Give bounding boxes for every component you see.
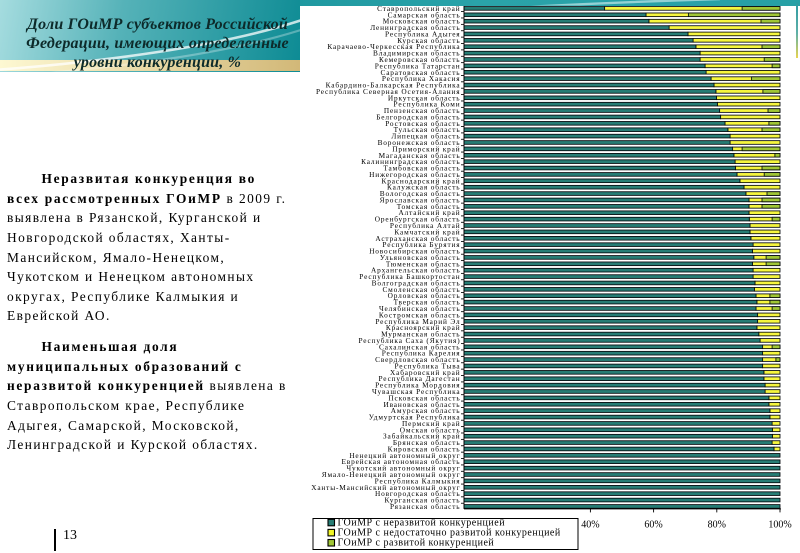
svg-text:Республика Адыгея: Республика Адыгея <box>385 29 460 38</box>
svg-text:Приморский край: Приморский край <box>392 144 460 153</box>
svg-text:Республика Марий Эл: Республика Марий Эл <box>375 317 460 326</box>
svg-text:Воронежская область: Воронежская область <box>378 138 461 147</box>
svg-text:Ярославская область: Ярославская область <box>380 195 461 204</box>
svg-text:Тамбовская область: Тамбовская область <box>383 164 460 173</box>
svg-text:Тюменская область: Тюменская область <box>386 259 461 268</box>
svg-text:Магаданская область: Магаданская область <box>379 151 461 160</box>
svg-text:Кировская область: Кировская область <box>388 444 461 453</box>
svg-text:Республика Коми: Республика Коми <box>394 100 461 109</box>
svg-text:80%: 80% <box>708 520 726 531</box>
svg-text:Оренбургская область: Оренбургская область <box>375 215 461 224</box>
svg-text:60%: 60% <box>644 520 662 531</box>
svg-text:Амурская область: Амурская область <box>391 406 461 415</box>
svg-text:Свердловская область: Свердловская область <box>375 355 460 364</box>
svg-text:Курганская область: Курганская область <box>385 496 461 505</box>
svg-text:Иркутская область: Иркутская область <box>388 93 461 102</box>
svg-text:Республика Башкортостан: Республика Башкортостан <box>359 272 460 281</box>
svg-text:Республика Калмыкия: Республика Калмыкия <box>375 476 461 485</box>
svg-text:ГОиМР с неразвитой конкуренцие: ГОиМР с неразвитой конкуренцией <box>338 518 506 529</box>
svg-text:Новосибирская область: Новосибирская область <box>369 247 460 256</box>
svg-text:Забайкальский край: Забайкальский край <box>383 432 461 441</box>
svg-text:Удмуртская Республика: Удмуртская Республика <box>369 413 461 422</box>
svg-text:Чувашская Республика: Чувашская Республика <box>372 387 461 396</box>
svg-text:Чукотский автономный округ: Чукотский автономный округ <box>346 464 460 473</box>
svg-text:Краснодарский край: Краснодарский край <box>382 176 461 185</box>
svg-text:Челябинская область: Челябинская область <box>379 304 461 313</box>
svg-text:Еврейская автономная область: Еврейская автономная область <box>341 457 460 466</box>
svg-text:Республика Тыва: Республика Тыва <box>395 361 461 370</box>
svg-text:Томская область: Томская область <box>397 202 461 211</box>
svg-text:Брянская область: Брянская область <box>393 438 461 447</box>
svg-text:Камчатский край: Камчатский край <box>394 227 460 236</box>
svg-text:Кабардино-Балкарская Республик: Кабардино-Балкарская Республика <box>326 81 461 90</box>
svg-text:Хабаровский край: Хабаровский край <box>390 368 461 377</box>
svg-text:Республика Карелия: Республика Карелия <box>382 349 461 358</box>
svg-text:Ростовская область: Ростовская область <box>385 119 460 128</box>
svg-text:Республика Дагестан: Республика Дагестан <box>379 374 461 383</box>
svg-text:Республика Хакасия: Республика Хакасия <box>382 74 461 83</box>
svg-text:Ханты-Мансийский автономный ок: Ханты-Мансийский автономный округ <box>311 483 460 492</box>
svg-text:Пермский край: Пермский край <box>402 419 460 428</box>
svg-text:Республика Бурятия: Республика Бурятия <box>382 240 460 249</box>
svg-text:Псковская область: Псковская область <box>388 393 460 402</box>
svg-text:Новгородская область: Новгородская область <box>375 489 461 498</box>
svg-text:Республика Саха (Якутия): Республика Саха (Якутия) <box>358 336 460 345</box>
svg-text:Астраханская область: Астраханская область <box>375 234 460 243</box>
svg-text:Вологодская область: Вологодская область <box>380 189 461 198</box>
svg-text:Тульская область: Тульская область <box>394 125 461 134</box>
svg-text:Мурманская область: Мурманская область <box>381 330 460 339</box>
svg-text:Владимирская область: Владимирская область <box>373 49 460 58</box>
svg-text:Республика Мордовия: Республика Мордовия <box>375 381 460 390</box>
svg-text:Красноярский край: Красноярский край <box>386 323 461 332</box>
svg-text:Смоленская область: Смоленская область <box>382 285 460 294</box>
svg-text:ГОиМР с развитой конкуренцией: ГОиМР с развитой конкуренцией <box>338 538 495 549</box>
svg-text:Ульяновская область: Ульяновская область <box>380 253 461 262</box>
svg-text:Кемеровская область: Кемеровская область <box>379 55 460 64</box>
svg-text:Орловская область: Орловская область <box>388 291 461 300</box>
svg-text:Алтайский край: Алтайский край <box>399 208 461 217</box>
svg-text:Самарская область: Самарская область <box>388 10 461 19</box>
svg-text:40%: 40% <box>581 520 599 531</box>
svg-text:Липецкая область: Липецкая область <box>391 132 460 141</box>
svg-text:Саратовская область: Саратовская область <box>380 68 460 77</box>
svg-text:Карачаево-Черкесская Республик: Карачаево-Черкесская Республика <box>327 42 460 51</box>
svg-text:Сахалинская область: Сахалинская область <box>379 342 460 351</box>
svg-text:100%: 100% <box>768 520 791 531</box>
svg-text:Республика Алтай: Республика Алтай <box>390 221 461 230</box>
svg-text:Ленинградская область: Ленинградская область <box>370 23 460 32</box>
svg-text:Пензенская область: Пензенская область <box>384 106 461 115</box>
svg-text:Ставропольский край: Ставропольский край <box>377 4 460 13</box>
svg-text:Нижегородская область: Нижегородская область <box>369 170 460 179</box>
svg-text:Калужская область: Калужская область <box>387 183 461 192</box>
svg-text:Московская область: Московская область <box>383 17 461 26</box>
svg-text:Тверская область: Тверская область <box>394 298 461 307</box>
svg-text:Ямало-Ненецкий автономный окру: Ямало-Ненецкий автономный округ <box>322 470 461 479</box>
svg-text:Рязанская область: Рязанская область <box>390 502 461 511</box>
svg-text:Ивановская область: Ивановская область <box>383 400 460 409</box>
svg-text:ГОиМР с недостаточно развитой: ГОиМР с недостаточно развитой конкуренци… <box>338 528 561 539</box>
svg-text:Республика Северная Осетия-Ала: Республика Северная Осетия-Алания <box>316 87 461 96</box>
svg-text:Архангельская область: Архангельская область <box>371 266 460 275</box>
svg-text:Волгоградская область: Волгоградская область <box>372 278 461 287</box>
svg-text:Омская область: Омская область <box>400 425 461 434</box>
svg-text:Ненецкий автономный округ: Ненецкий автономный округ <box>349 451 460 460</box>
svg-text:Белгородская область: Белгородская область <box>376 112 460 121</box>
svg-text:Курская область: Курская область <box>397 36 460 45</box>
svg-text:Костромская область: Костромская область <box>379 310 461 319</box>
svg-text:Калининградская область: Калининградская область <box>361 157 460 166</box>
svg-text:Республика Татарстан: Республика Татарстан <box>375 61 461 70</box>
